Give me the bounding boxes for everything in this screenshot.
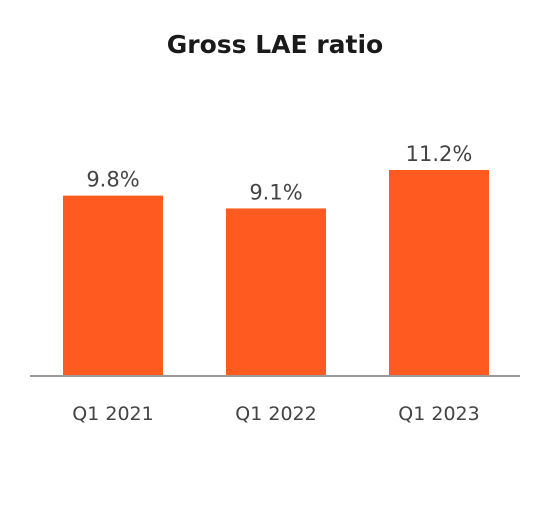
bars-layer: [63, 170, 489, 375]
bar-q1-2022: [226, 208, 326, 375]
bar-value-label: 11.2%: [406, 142, 473, 166]
x-tick-label: Q1 2023: [398, 403, 479, 425]
bar-value-label: 9.8%: [86, 168, 139, 192]
bar-q1-2023: [389, 170, 489, 375]
bar-value-label: 9.1%: [249, 180, 302, 204]
bar-q1-2021: [63, 195, 163, 375]
chart-title: Gross LAE ratio: [166, 30, 384, 59]
x-tick-label: Q1 2021: [72, 403, 153, 425]
x-tick-label: Q1 2022: [235, 403, 316, 425]
ticks-layer: Q1 2021 Q1 2022 Q1 2023: [72, 403, 479, 425]
labels-layer: 9.8% 9.1% 11.2%: [86, 142, 472, 204]
